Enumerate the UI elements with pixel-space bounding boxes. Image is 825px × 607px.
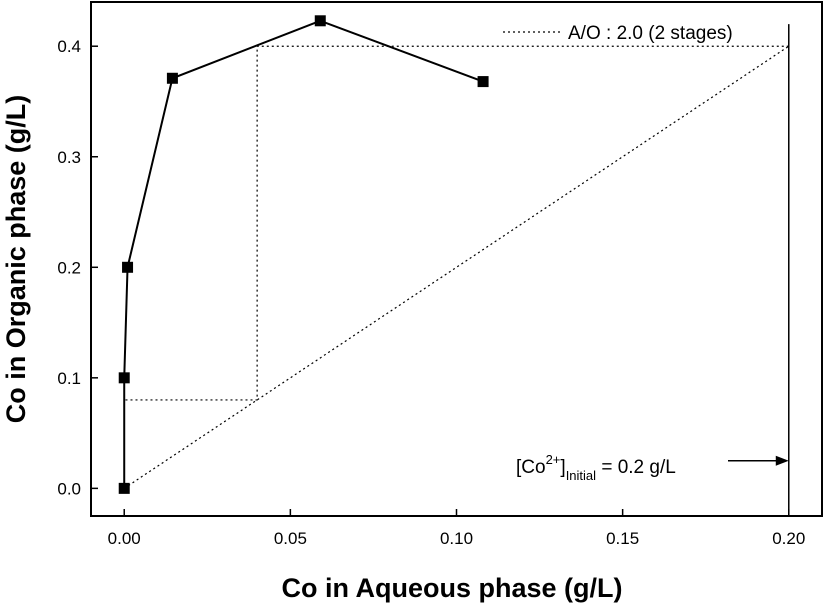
x-tick-label: 0.05 [274, 529, 307, 548]
data-point-marker [314, 15, 326, 27]
y-axis-ticks: 0.0 0.1 0.2 0.3 0.4 [57, 37, 98, 498]
y-tick-label: 0.0 [57, 479, 81, 498]
x-tick-label: 0.15 [606, 529, 639, 548]
legend-label: A/O : 2.0 (2 stages) [568, 23, 733, 44]
annotation-prefix: [Co [516, 457, 546, 478]
data-point-marker [118, 372, 130, 384]
series-layer [118, 15, 489, 494]
annotation-suffix: = 0.2 g/L [596, 457, 676, 478]
x-axis-title: Co in Aqueous phase (g/L) [282, 573, 623, 603]
stage-steps [124, 45, 789, 401]
x-tick-label: 0.00 [108, 529, 141, 548]
plot-frame [90, 1, 823, 517]
annotation-superscript: 2+ [546, 452, 561, 467]
x-axis-ticks: 0.00 0.05 0.10 0.15 0.20 [108, 509, 805, 548]
data-point-marker [118, 482, 130, 494]
guide-lines [123, 24, 790, 516]
y-tick-label: 0.1 [57, 369, 81, 388]
operating-line [123, 45, 790, 489]
initial-concentration-annotation: [Co2+]Initial = 0.2 g/L [516, 452, 789, 483]
annotation-text: [Co2+]Initial = 0.2 g/L [516, 452, 676, 483]
y-tick-label: 0.4 [57, 37, 81, 56]
data-point-marker [477, 76, 489, 88]
annotation-bracket: ] [560, 457, 565, 478]
annotation-subscript: Initial [566, 468, 596, 483]
y-tick-label: 0.3 [57, 148, 81, 167]
equilibrium-curve [123, 19, 484, 489]
y-tick-label: 0.2 [57, 258, 81, 277]
x-tick-label: 0.10 [440, 529, 473, 548]
legend: A/O : 2.0 (2 stages) [503, 23, 733, 44]
x-tick-label: 0.20 [772, 529, 805, 548]
data-point-marker [122, 261, 134, 273]
annotation-arrowhead [775, 455, 789, 466]
y-axis-title: Co in Organic phase (g/L) [1, 95, 31, 424]
data-point-marker [166, 72, 178, 84]
